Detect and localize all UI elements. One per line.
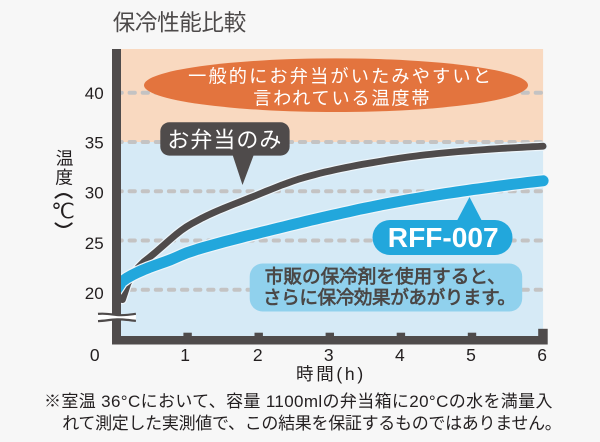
svg-text:れて測定した実測値で、この結果を保証するものではありません。: れて測定した実測値で、この結果を保証するものではありません。 bbox=[62, 414, 561, 433]
svg-text:1: 1 bbox=[180, 345, 190, 365]
svg-text:℃: ℃ bbox=[51, 201, 75, 224]
svg-text:25: 25 bbox=[85, 234, 104, 253]
svg-text:言われている温度帯: 言われている温度帯 bbox=[253, 89, 431, 109]
svg-text:3: 3 bbox=[324, 345, 334, 365]
svg-text:度: 度 bbox=[55, 168, 73, 188]
svg-text:40: 40 bbox=[85, 84, 104, 103]
svg-text:時間(h): 時間(h) bbox=[296, 364, 366, 384]
svg-text:6: 6 bbox=[537, 345, 547, 365]
svg-text:保冷性能比較: 保冷性能比較 bbox=[113, 10, 246, 35]
svg-text:2: 2 bbox=[253, 345, 263, 365]
svg-text:お弁当のみ: お弁当のみ bbox=[167, 127, 282, 152]
svg-text:5: 5 bbox=[466, 345, 476, 365]
svg-text:35: 35 bbox=[85, 134, 104, 153]
svg-text:市販の保冷剤を使用すると、: 市販の保冷剤を使用すると、 bbox=[265, 266, 506, 287]
svg-text:4: 4 bbox=[395, 345, 405, 365]
svg-text:RFF-007: RFF-007 bbox=[388, 221, 499, 253]
svg-text:30: 30 bbox=[85, 184, 104, 203]
svg-text:※室温 36°Cにおいて、容量 1100mlの弁当箱に20°: ※室温 36°Cにおいて、容量 1100mlの弁当箱に20°Cの水を満量入 bbox=[44, 392, 553, 411]
svg-text:20: 20 bbox=[85, 284, 104, 303]
svg-text:さらに保冷効果があがります。: さらに保冷効果があがります。 bbox=[263, 287, 516, 308]
svg-text:温: 温 bbox=[56, 149, 74, 169]
svg-text:一般的にお弁当がいたみやすいと: 一般的にお弁当がいたみやすいと bbox=[188, 67, 493, 87]
svg-text:0: 0 bbox=[90, 345, 100, 365]
